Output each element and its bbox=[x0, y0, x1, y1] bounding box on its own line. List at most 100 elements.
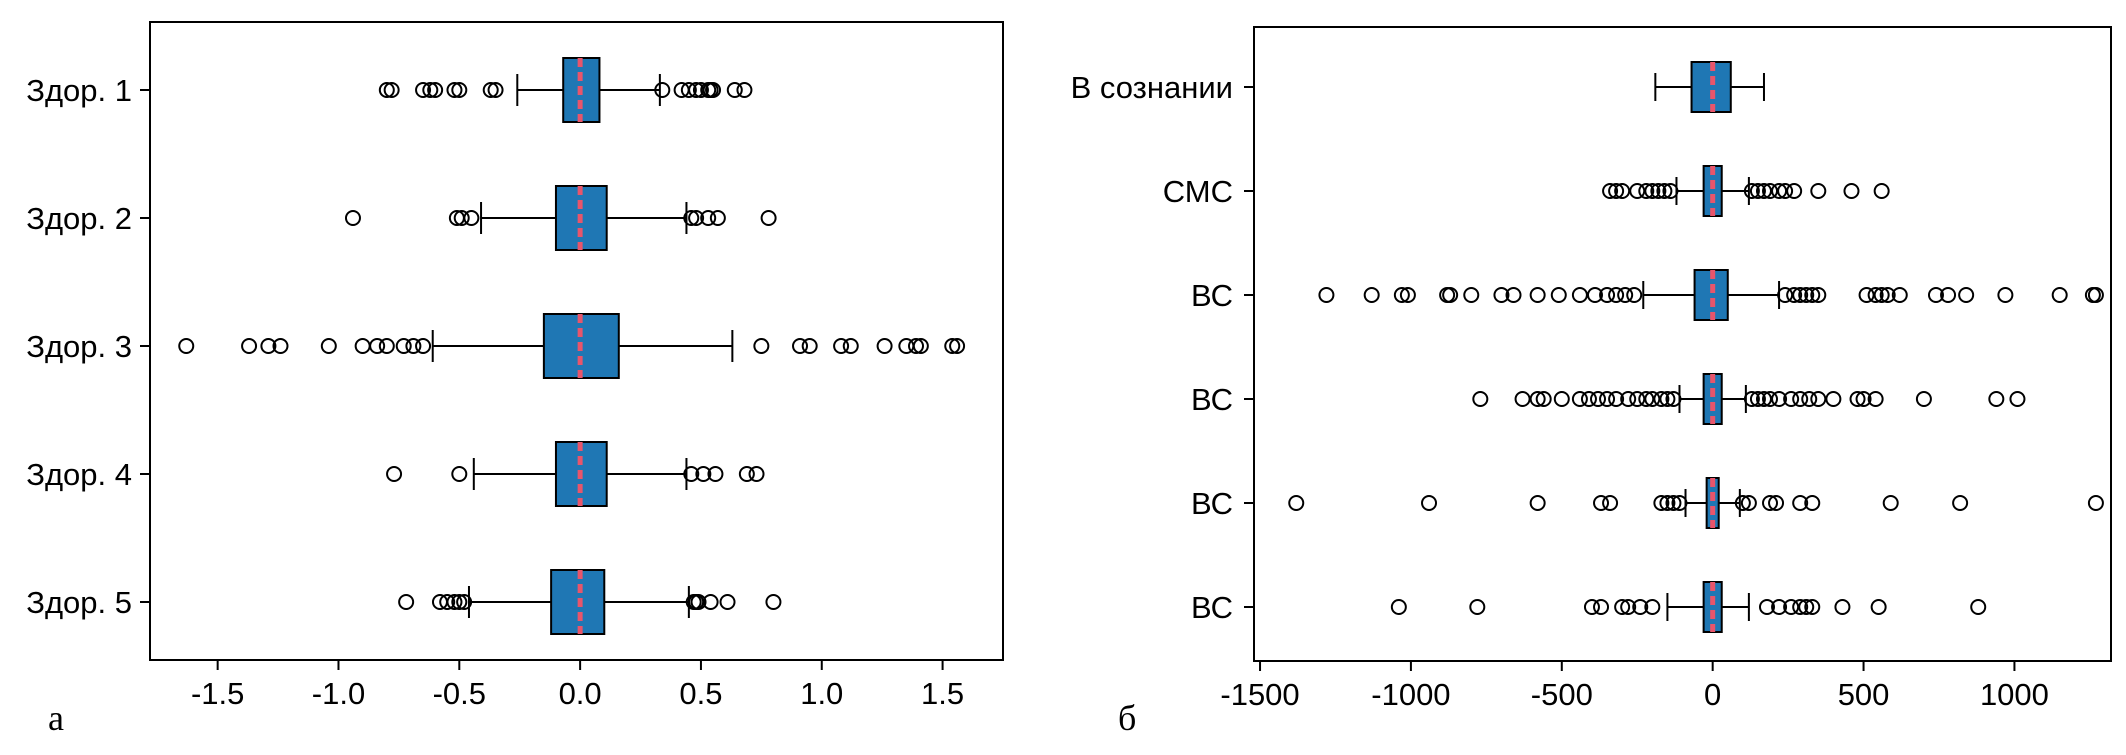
outlier-point bbox=[949, 338, 966, 354]
y-tick-label: Здор. 5 bbox=[26, 585, 132, 620]
outlier-point bbox=[702, 594, 719, 610]
outlier-point bbox=[1762, 183, 1779, 199]
outlier-point bbox=[1529, 287, 1546, 303]
outlier-point bbox=[415, 82, 432, 98]
outlier-point bbox=[1858, 287, 1875, 303]
outlier-point bbox=[1629, 391, 1646, 407]
outlier-point bbox=[1318, 287, 1335, 303]
outlier-point bbox=[1762, 495, 1779, 511]
outlier-point bbox=[1798, 287, 1815, 303]
outlier-point bbox=[1614, 599, 1631, 615]
outlier-point bbox=[260, 338, 277, 354]
outlier-point bbox=[1665, 391, 1682, 407]
outlier-point bbox=[842, 338, 859, 354]
outlier-point bbox=[1873, 287, 1890, 303]
outlier-point bbox=[765, 594, 782, 610]
outlier-point bbox=[2009, 391, 2026, 407]
y-tick-label: ВС bbox=[1191, 278, 1233, 313]
outlier-point bbox=[912, 338, 929, 354]
outlier-point bbox=[705, 82, 722, 98]
outlier-point bbox=[709, 210, 726, 226]
outlier-point bbox=[1792, 599, 1809, 615]
outlier-point bbox=[1755, 391, 1772, 407]
x-tick-label: -1.5 bbox=[191, 676, 244, 711]
outlier-point bbox=[1867, 391, 1884, 407]
outlier-point bbox=[405, 338, 422, 354]
outlier-point bbox=[1493, 287, 1510, 303]
outlier-point bbox=[1629, 183, 1646, 199]
outlier-point bbox=[1843, 183, 1860, 199]
outlier-point bbox=[1553, 391, 1570, 407]
box-row: ВС bbox=[1191, 373, 2026, 425]
outlier-point bbox=[1644, 391, 1661, 407]
outlier-point bbox=[1867, 287, 1884, 303]
outlier-point bbox=[1749, 391, 1766, 407]
x-tick-label: -1000 bbox=[1371, 677, 1450, 712]
outlier-point bbox=[1620, 391, 1637, 407]
outlier-point bbox=[1586, 287, 1603, 303]
outlier-point bbox=[1608, 287, 1625, 303]
x-tick-label: 1000 bbox=[1980, 677, 2049, 712]
outlier-point bbox=[383, 82, 400, 98]
outlier-point bbox=[1940, 287, 1957, 303]
outlier-point bbox=[1786, 287, 1803, 303]
outlier-point bbox=[1665, 495, 1682, 511]
outlier-point bbox=[1783, 599, 1800, 615]
outlier-point bbox=[1810, 287, 1827, 303]
outlier-point bbox=[1671, 495, 1688, 511]
outlier-point bbox=[1879, 287, 1896, 303]
outlier-point bbox=[1810, 183, 1827, 199]
box-row: ВС bbox=[1191, 269, 2104, 321]
outlier-point bbox=[1777, 183, 1794, 199]
outlier-point bbox=[690, 594, 707, 610]
outlier-point bbox=[1390, 599, 1407, 615]
outlier-point bbox=[1442, 287, 1459, 303]
outlier-point bbox=[1873, 183, 1890, 199]
outlier-point bbox=[427, 82, 444, 98]
outlier-point bbox=[1786, 183, 1803, 199]
outlier-point bbox=[378, 338, 395, 354]
outlier-point bbox=[1505, 287, 1522, 303]
outlier-point bbox=[453, 210, 470, 226]
outlier-point bbox=[354, 338, 371, 354]
outlier-point bbox=[446, 594, 463, 610]
outlier-point bbox=[1771, 183, 1788, 199]
outlier-point bbox=[463, 210, 480, 226]
outlier-point bbox=[1550, 287, 1567, 303]
outlier-point bbox=[1740, 495, 1757, 511]
outlier-point bbox=[1997, 287, 2014, 303]
outlier-point bbox=[1363, 287, 1380, 303]
outlier-point bbox=[415, 338, 432, 354]
outlier-point bbox=[1659, 495, 1676, 511]
outlier-point bbox=[1804, 599, 1821, 615]
outlier-point bbox=[1608, 183, 1625, 199]
outlier-point bbox=[1571, 391, 1588, 407]
outlier-point bbox=[1617, 287, 1634, 303]
outlier-point bbox=[451, 594, 468, 610]
outlier-point bbox=[1472, 391, 1489, 407]
outlier-point bbox=[378, 82, 395, 98]
outlier-point bbox=[1755, 183, 1772, 199]
outlier-point bbox=[1771, 391, 1788, 407]
outlier-point bbox=[1599, 287, 1616, 303]
outlier-point bbox=[1783, 391, 1800, 407]
x-tick-label: 1.5 bbox=[921, 676, 964, 711]
box-row: Здор. 5 bbox=[26, 569, 782, 635]
outlier-point bbox=[344, 210, 361, 226]
box-row: ВС bbox=[1191, 581, 1987, 633]
outlier-point bbox=[1602, 495, 1619, 511]
y-tick-label: СМС bbox=[1163, 174, 1233, 209]
plot-frame bbox=[1253, 26, 2112, 662]
outlier-point bbox=[695, 466, 712, 482]
outlier-point bbox=[680, 82, 697, 98]
outlier-point bbox=[1958, 287, 1975, 303]
outlier-point bbox=[1743, 391, 1760, 407]
outlier-point bbox=[1614, 183, 1631, 199]
outlier-point bbox=[1927, 287, 1944, 303]
box-row: ВС bbox=[1191, 477, 2104, 529]
outlier-point bbox=[1804, 495, 1821, 511]
y-tick-label: В сознании bbox=[1071, 70, 1233, 105]
outlier-point bbox=[688, 210, 705, 226]
outlier-point bbox=[1638, 391, 1655, 407]
